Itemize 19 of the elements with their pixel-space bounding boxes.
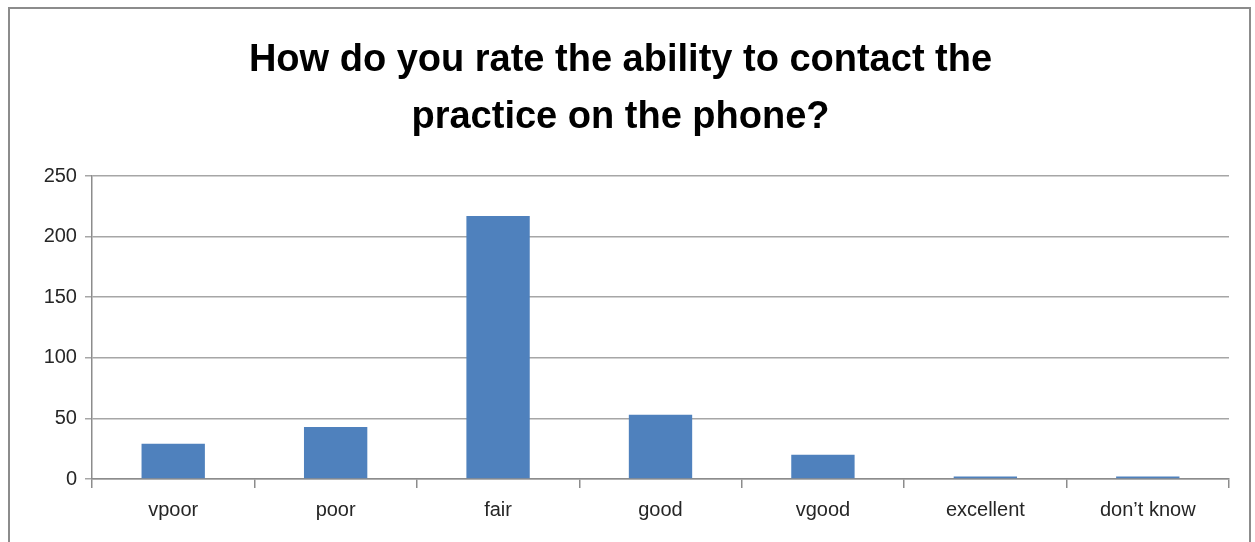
x-tick-label: poor xyxy=(315,497,356,520)
x-tick-label: fair xyxy=(484,497,513,520)
y-tick-label: 50 xyxy=(54,405,77,428)
bar xyxy=(791,454,855,479)
y-tick-label: 100 xyxy=(43,345,77,368)
x-tick-label: vgood xyxy=(795,497,851,520)
y-tick-label: 0 xyxy=(65,466,77,489)
x-tick-label: don’t know xyxy=(1099,497,1197,520)
bar xyxy=(141,443,205,479)
x-tick-label: vpoor xyxy=(148,497,199,520)
bar xyxy=(303,426,368,479)
chart-title: How do you rate the ability to contact the practice on the phone? xyxy=(248,36,993,136)
y-tick-label: 200 xyxy=(43,224,77,247)
y-tick-label: 150 xyxy=(43,284,77,307)
x-tick-label: good xyxy=(638,497,683,520)
bar xyxy=(628,414,693,479)
y-tick-label: 250 xyxy=(43,163,77,186)
bar xyxy=(466,216,530,479)
x-tick-label: excellent xyxy=(945,497,1026,520)
